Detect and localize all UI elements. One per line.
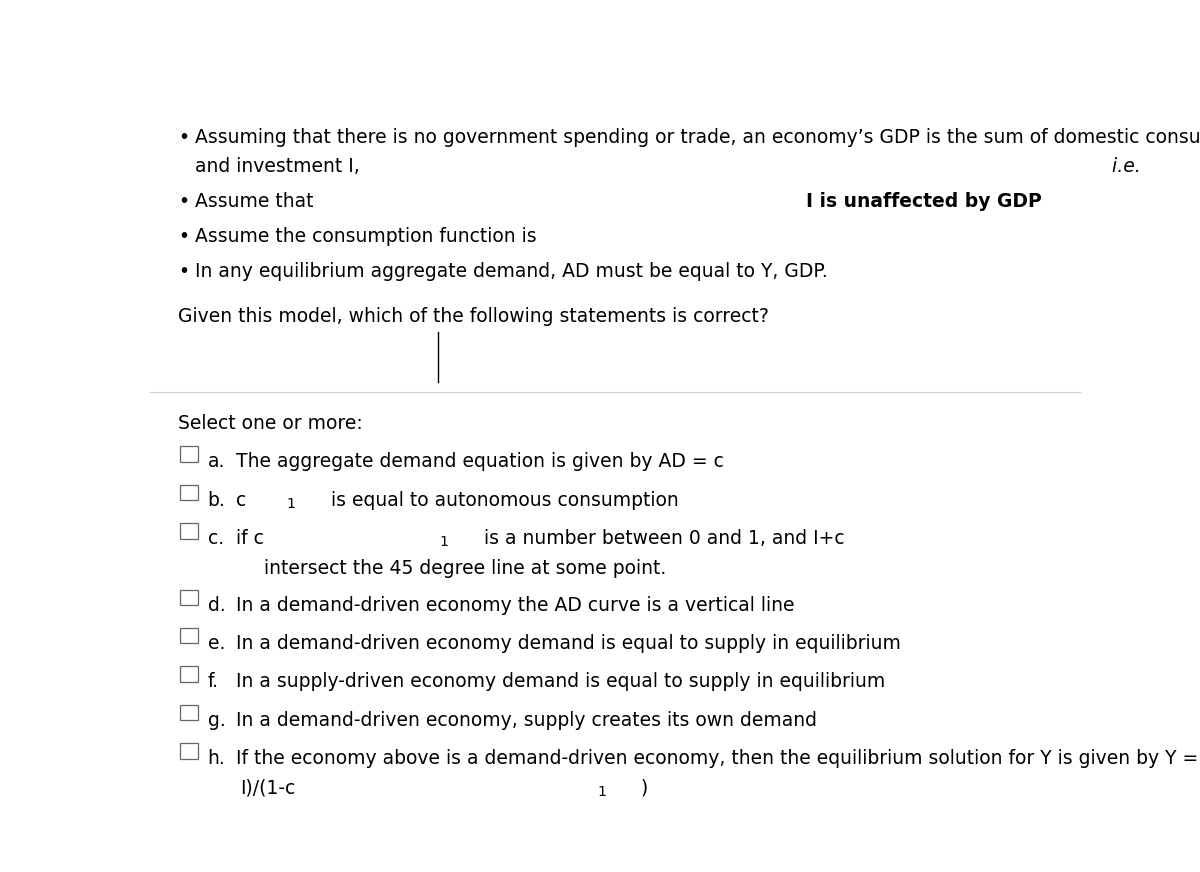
Text: If the economy above is a demand-driven economy, then the equilibrium solution f: If the economy above is a demand-driven … <box>235 749 1200 768</box>
FancyBboxPatch shape <box>180 705 198 720</box>
FancyBboxPatch shape <box>180 589 198 605</box>
Text: 1: 1 <box>598 785 606 799</box>
Text: c.: c. <box>208 529 223 548</box>
Text: Assume that: Assume that <box>194 192 319 211</box>
FancyBboxPatch shape <box>180 743 198 759</box>
Text: c: c <box>235 491 246 510</box>
FancyBboxPatch shape <box>180 666 198 682</box>
Text: is equal to autonomous consumption: is equal to autonomous consumption <box>325 491 678 510</box>
Text: I is unaffected by GDP: I is unaffected by GDP <box>806 192 1042 211</box>
Text: e.: e. <box>208 634 226 653</box>
FancyBboxPatch shape <box>180 446 198 462</box>
Text: i.e.: i.e. <box>1112 157 1147 176</box>
Text: Assuming that there is no government spending or trade, an economy’s GDP is the : Assuming that there is no government spe… <box>194 128 1200 147</box>
FancyBboxPatch shape <box>180 523 198 539</box>
Text: •: • <box>178 227 190 246</box>
Text: I)/(1-c: I)/(1-c <box>240 779 295 798</box>
Text: The aggregate demand equation is given by AD = c: The aggregate demand equation is given b… <box>235 453 724 472</box>
Text: b.: b. <box>208 491 226 510</box>
Text: 1: 1 <box>287 497 295 511</box>
Text: a.: a. <box>208 453 226 472</box>
Text: f.: f. <box>208 672 218 691</box>
Text: In any equilibrium aggregate demand, AD must be equal to Y, GDP.: In any equilibrium aggregate demand, AD … <box>194 262 827 281</box>
FancyBboxPatch shape <box>180 628 198 644</box>
Text: g.: g. <box>208 711 226 730</box>
Text: •: • <box>178 192 190 211</box>
Text: Select one or more:: Select one or more: <box>178 414 362 433</box>
Text: d.: d. <box>208 596 226 615</box>
Text: 1: 1 <box>439 535 449 549</box>
Text: if c: if c <box>235 529 264 548</box>
Text: ): ) <box>635 779 648 798</box>
Text: is a number between 0 and 1, and I+c: is a number between 0 and 1, and I+c <box>478 529 845 548</box>
Text: In a demand-driven economy the AD curve is a vertical line: In a demand-driven economy the AD curve … <box>235 596 794 615</box>
Text: In a demand-driven economy, supply creates its own demand: In a demand-driven economy, supply creat… <box>235 711 816 730</box>
Text: In a demand-driven economy demand is equal to supply in equilibrium: In a demand-driven economy demand is equ… <box>235 634 900 653</box>
Text: and investment I,: and investment I, <box>194 157 365 176</box>
Text: In a supply-driven economy demand is equal to supply in equilibrium: In a supply-driven economy demand is equ… <box>235 672 884 691</box>
FancyBboxPatch shape <box>180 485 198 501</box>
Text: •: • <box>178 128 190 147</box>
Text: h.: h. <box>208 749 226 768</box>
Text: Given this model, which of the following statements is correct?: Given this model, which of the following… <box>178 307 769 326</box>
Text: •: • <box>178 262 190 281</box>
Text: Assume the consumption function is: Assume the consumption function is <box>194 227 542 246</box>
Text: intersect the 45 degree line at some point.: intersect the 45 degree line at some poi… <box>240 559 666 578</box>
